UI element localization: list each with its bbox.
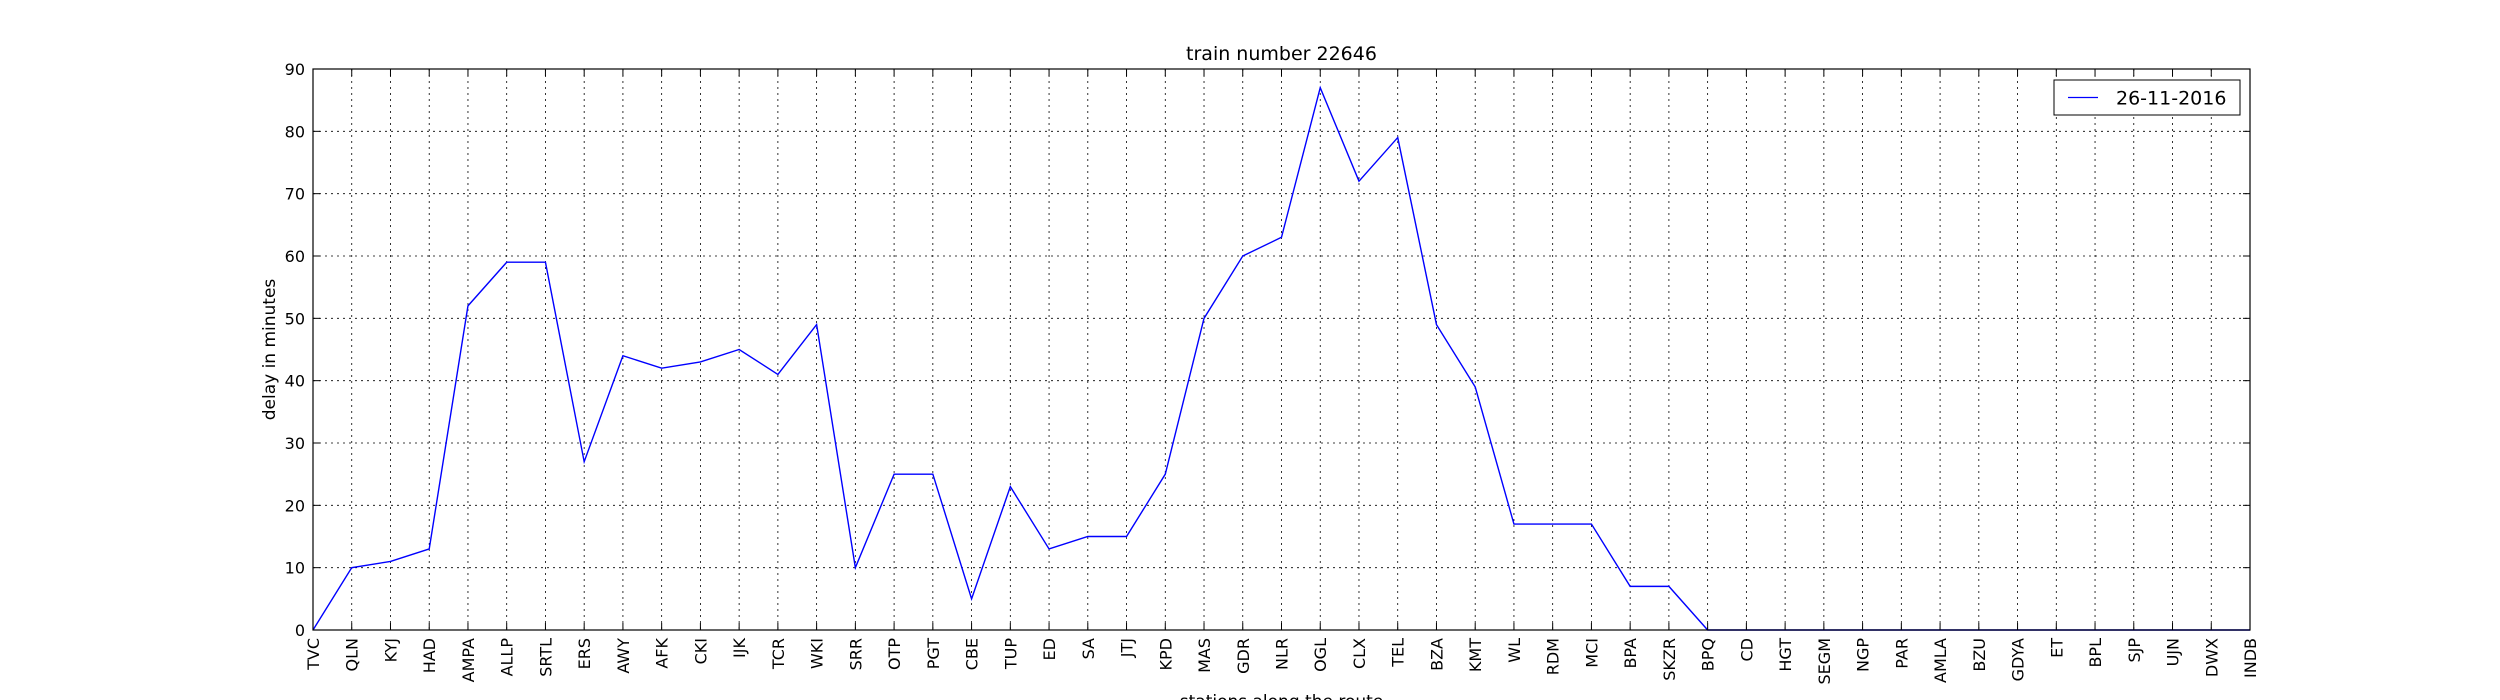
x-tick-label: ALLP [498, 638, 517, 677]
x-tick-label: OTP [885, 638, 904, 670]
x-tick-label: SKZR [1660, 638, 1679, 681]
x-tick-label: AMPA [459, 638, 478, 682]
x-tick-label: SRTL [536, 638, 555, 677]
x-tick-label: UJN [2164, 638, 2183, 666]
x-tick-label: CBE [963, 638, 982, 670]
x-tick-label: BPA [1621, 638, 1640, 669]
x-tick-label: GDR [1234, 638, 1253, 674]
x-tick-label: SEGM [1815, 638, 1834, 684]
x-tick-label: KPD [1156, 638, 1175, 670]
x-tick-label: SRR [846, 638, 865, 670]
x-tick-label: QLN [343, 638, 362, 671]
x-tick-label: PAR [1892, 638, 1911, 669]
x-tick-label: TVC [304, 638, 323, 671]
x-tick-label: BZA [1427, 638, 1446, 671]
x-tick-label: MAS [1195, 638, 1214, 673]
x-tick-label: DWX [2202, 638, 2221, 677]
x-tick-label: RDM [1544, 638, 1563, 675]
x-tick-label: TCR [769, 638, 788, 670]
x-tick-label: KMT [1466, 638, 1485, 672]
x-tick-label: BPQ [1699, 638, 1718, 671]
y-tick-label: 20 [285, 496, 305, 515]
y-tick-label: 60 [285, 247, 305, 266]
y-tick-label: 0 [295, 621, 305, 640]
x-tick-label: SA [1079, 638, 1098, 659]
x-tick-label: SJP [2125, 638, 2144, 663]
x-tick-label: ET [2047, 638, 2066, 658]
x-tick-label: AWY [614, 638, 633, 674]
x-tick-label: WKI [808, 638, 827, 669]
x-tick-label: ED [1040, 638, 1059, 660]
x-axis-label: stations along the route [1180, 692, 1384, 700]
x-tick-label: CKI [691, 638, 710, 664]
x-tick-label: AFK [653, 637, 672, 668]
grid-lines [313, 69, 2250, 630]
x-tick-label: GDYA [2009, 638, 2028, 681]
x-axis-ticks: TVC QLN KYJ HAD AMPA ALLP SRTL ERS AWY AFK CKI IJK T… [304, 69, 2260, 684]
y-tick-label: 80 [285, 122, 305, 141]
y-tick-label: 50 [285, 309, 305, 328]
x-tick-label: TUP [1001, 638, 1020, 670]
y-tick-label: 40 [285, 372, 305, 391]
x-tick-label: CD [1737, 638, 1756, 662]
x-tick-label: CLX [1350, 638, 1369, 669]
x-tick-label: INDB [2241, 638, 2260, 678]
chart-title: train number 22646 [1186, 43, 1377, 65]
y-tick-label: 90 [285, 60, 305, 79]
x-tick-label: NLR [1273, 638, 1292, 670]
x-tick-label: HAD [420, 638, 439, 673]
y-tick-label: 70 [285, 185, 305, 204]
x-tick-label: TEL [1389, 638, 1408, 668]
legend: 26-11-2016 [2053, 79, 2241, 116]
x-tick-label: IJK [730, 638, 749, 658]
x-tick-label: BZU [1970, 638, 1989, 672]
y-tick-label: 10 [285, 559, 305, 578]
y-tick-label: 30 [285, 434, 305, 453]
x-tick-label: HGT [1776, 638, 1795, 672]
x-tick-label: OGL [1311, 638, 1330, 672]
x-tick-label: NGP [1854, 638, 1873, 672]
y-axis-ticks: 0 10 20 30 40 50 60 70 80 90 [285, 60, 2250, 640]
x-tick-label: WL [1505, 638, 1524, 663]
y-axis-label: delay in minutes [260, 279, 280, 421]
legend-label: 26-11-2016 [2116, 88, 2226, 110]
x-tick-label: PGT [924, 638, 943, 669]
x-tick-label: ERS [575, 638, 594, 669]
x-tick-label: BPL [2086, 638, 2105, 668]
x-tick-label: JTJ [1118, 638, 1137, 658]
x-tick-label: MCI [1582, 638, 1601, 668]
x-tick-label: AMLA [1931, 638, 1950, 683]
x-tick-label: KYJ [381, 638, 400, 662]
